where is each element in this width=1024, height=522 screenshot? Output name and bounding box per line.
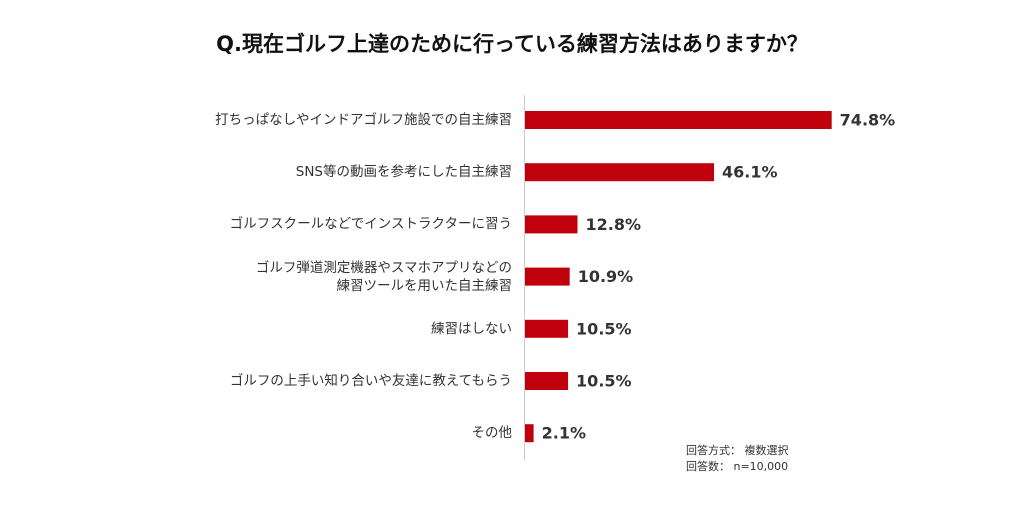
annotation: 回答方式： 複数選択: [686, 444, 789, 457]
category-label: SNS等の動画を参考にした自主練習: [295, 164, 512, 181]
bar: [525, 215, 578, 234]
value-label: 10.9%: [578, 267, 634, 286]
bar: [525, 267, 570, 286]
value-label: 46.1%: [722, 163, 778, 182]
bar: [525, 319, 569, 338]
category-label: ゴルフスクールなどでインストラクターに習う: [229, 216, 512, 233]
bar: [525, 424, 534, 443]
value-label: 12.8%: [585, 215, 641, 234]
value-label: 74.8%: [840, 111, 896, 130]
value-label: 10.5%: [576, 319, 632, 338]
value-label: 10.5%: [576, 372, 632, 391]
value-label: 2.1%: [542, 424, 586, 443]
bar: [525, 372, 569, 390]
category-label: 練習はしない: [431, 320, 512, 337]
category-label: その他: [471, 425, 513, 442]
annotation: 回答数： n=10,000: [686, 460, 789, 473]
bar: [525, 163, 715, 182]
category-label: ゴルフの上手い知り合いや友達に教えてもらう: [229, 373, 512, 389]
category-label: ゴルフ弾道測定機器やスマホアプリなどの 練習ツールを用いた自主練習: [255, 259, 512, 294]
chart-title: Q.現在ゴルフ上達のために行っている練習方法はありますか？: [216, 32, 808, 56]
category-label: 打ちっぱなしやインドアゴルフ施設での自主練習: [215, 112, 512, 128]
bar: [525, 111, 832, 129]
